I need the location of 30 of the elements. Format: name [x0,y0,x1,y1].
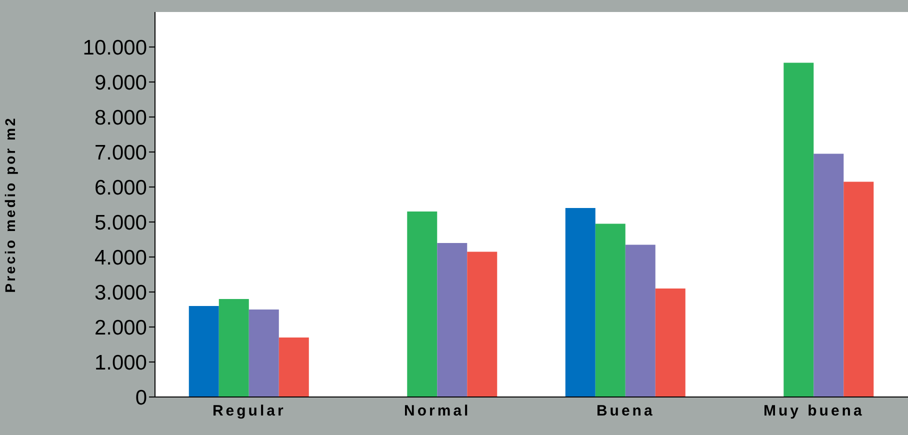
y-tick-label: 5.000 [94,211,147,234]
bar [655,288,686,397]
bar [218,299,249,397]
bar [407,212,438,397]
y-tick-label: 1.000 [94,351,147,374]
y-tick-label: 10.000 [82,36,147,60]
y-tick-label: 2.000 [94,316,147,340]
x-tick-label: Regular [212,402,286,420]
y-tick-label: 3.000 [94,281,147,304]
bar [278,338,309,397]
bar [437,243,468,397]
bar [814,154,844,397]
y-tick-label: 9.000 [94,71,147,94]
y-tick-label: 0 [135,386,147,410]
bar [565,208,596,397]
bar [625,244,656,397]
x-tick-label: Muy buena [763,402,864,420]
bar [188,306,219,397]
y-axis-title: Precio medio por m2 [2,116,18,293]
bar [844,182,874,397]
y-tick-label: 8.000 [94,106,147,130]
bar [595,224,626,397]
bar [784,62,814,397]
x-tick-label: Normal [404,402,471,420]
y-tick-label: 7.000 [94,141,147,164]
bar [248,310,279,397]
x-tick-label: Buena [596,402,655,420]
y-tick-label: 4.000 [94,246,147,270]
y-tick-label: 6.000 [94,176,147,200]
bar [467,252,498,397]
